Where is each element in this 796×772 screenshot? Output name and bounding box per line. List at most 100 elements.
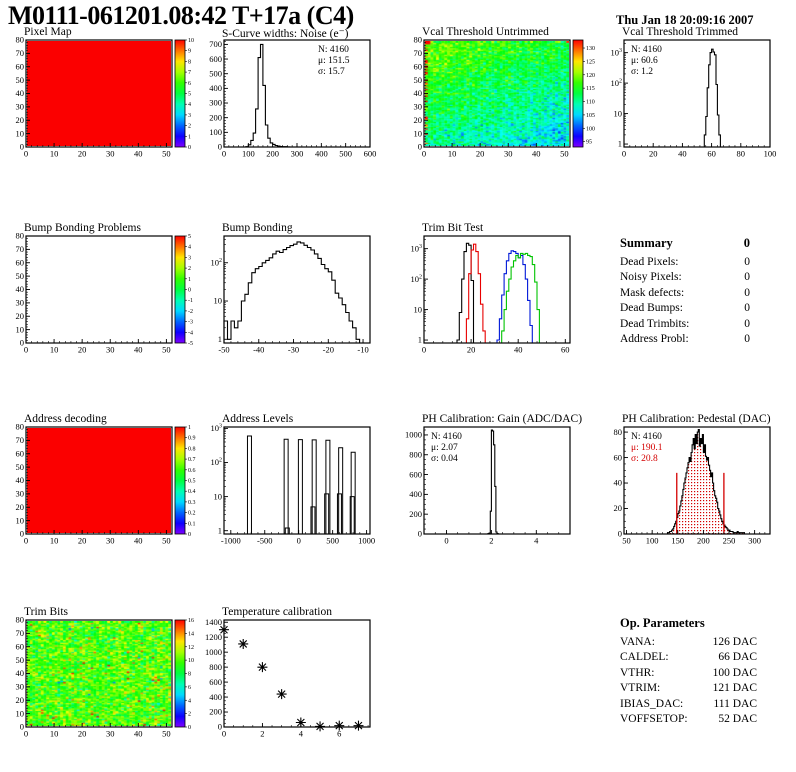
svg-text:800: 800 (409, 449, 422, 459)
svg-text:10: 10 (188, 658, 194, 664)
param-row: VTRIM: 121 DAC (620, 681, 757, 697)
svg-text:30: 30 (16, 298, 25, 308)
svg-text:60: 60 (16, 61, 25, 71)
summary-value: 0 (744, 255, 750, 268)
svg-text:20: 20 (476, 149, 485, 159)
vcal-untrimmed-axes: 0 10 20 30 40 50 0 10 20 30 40 50 60 70 80 95 100 105 110 1… (414, 35, 596, 159)
svg-text:7: 7 (188, 70, 191, 76)
svg-text:12: 12 (188, 645, 194, 651)
svg-text:3: 3 (188, 255, 191, 261)
svg-text:14: 14 (188, 631, 194, 637)
svg-text:N: 4160: N: 4160 (631, 432, 662, 442)
plot-title: PH Calibration: Gain (ADC/DAC) (422, 413, 583, 425)
vcal-untrimmed-heatmap (425, 41, 569, 146)
param-label: VOFFSETOP: (620, 713, 688, 725)
svg-text:2: 2 (188, 266, 191, 272)
svg-text:600: 600 (209, 54, 222, 64)
svg-text:9: 9 (188, 49, 191, 55)
pixel-map-heatmap (27, 41, 171, 146)
svg-text:10: 10 (214, 491, 223, 501)
summary-value: 0 (744, 286, 750, 299)
svg-text:200: 200 (266, 149, 279, 159)
svg-text:10: 10 (16, 324, 25, 334)
svg-text:200: 200 (409, 509, 422, 519)
svg-text:0.1: 0.1 (188, 521, 196, 527)
vcal-untrimmed-plot: Vcal Threshold Untrimmed 0 10 20 30 40 50 0 10 2… (398, 26, 596, 178)
svg-text:0: 0 (422, 149, 426, 159)
svg-text:103: 103 (211, 423, 223, 433)
summary-label: Noisy Pixels: (620, 271, 682, 283)
svg-text:30: 30 (106, 536, 115, 546)
summary-value: 0 (744, 333, 750, 345)
svg-text:60: 60 (561, 345, 570, 355)
address-decoding-heatmap (27, 428, 171, 533)
param-value: 52 DAC (718, 713, 757, 725)
svg-text:-500: -500 (257, 536, 273, 546)
svg-text:600: 600 (364, 149, 377, 159)
param-value: 111 DAC (713, 697, 757, 710)
summary-row: Dead Bumps: 0 (620, 301, 750, 317)
svg-text:-3: -3 (188, 320, 193, 326)
svg-text:4: 4 (188, 245, 191, 251)
svg-text:16: 16 (188, 618, 194, 624)
param-row: VANA: 126 DAC (620, 635, 757, 651)
plot-title: Vcal Threshold Untrimmed (422, 26, 549, 38)
svg-text:20: 20 (16, 311, 25, 321)
svg-text:30: 30 (106, 345, 115, 355)
svg-text:3: 3 (188, 113, 191, 119)
svg-text:50: 50 (162, 149, 171, 159)
param-row: CALDEL: 66 DAC (620, 650, 757, 666)
svg-text:4: 4 (188, 102, 191, 108)
svg-text:40: 40 (16, 284, 25, 294)
svg-text:40: 40 (414, 88, 423, 98)
svg-text:50: 50 (16, 655, 25, 665)
param-label: IBIAS_DAC: (620, 697, 684, 710)
svg-text:N: 4160: N: 4160 (631, 45, 662, 55)
svg-text:0: 0 (422, 345, 426, 355)
svg-text:110: 110 (586, 100, 595, 106)
svg-text:20: 20 (78, 345, 87, 355)
svg-text:300: 300 (748, 536, 761, 546)
svg-text:-30: -30 (288, 345, 299, 355)
svg-text:8: 8 (188, 672, 191, 678)
svg-text:10: 10 (50, 149, 59, 159)
svg-text:102: 102 (411, 274, 423, 284)
trim-bits-axes: 0 10 20 30 40 50 0 10 20 30 40 50 60 70 80 0 2 4 6 8 10 12 14 1… (16, 615, 195, 739)
svg-text:10: 10 (188, 38, 194, 44)
address-decoding-axes: 0 10 20 30 40 50 0 10 20 30 40 50 60 70 80 0 0.1 0.2 0.3 0.… (16, 422, 196, 546)
param-label: CALDEL: (620, 651, 669, 663)
svg-text:60: 60 (414, 61, 423, 71)
svg-text:60: 60 (16, 448, 25, 458)
svg-text:1200: 1200 (205, 632, 222, 642)
summary-row: Address Probl: 0 (620, 332, 750, 348)
svg-text:1: 1 (418, 335, 422, 345)
svg-text:0.4: 0.4 (188, 489, 196, 495)
svg-text:700: 700 (209, 39, 222, 49)
svg-text:400: 400 (209, 83, 222, 93)
plot-title: S-Curve widths: Noise (e⁻) (222, 28, 349, 40)
svg-text:6: 6 (337, 729, 341, 739)
svg-text:N: 4160: N: 4160 (318, 45, 349, 55)
svg-text:80: 80 (414, 35, 423, 45)
svg-text:70: 70 (16, 435, 25, 445)
svg-text:60: 60 (16, 641, 25, 651)
svg-text:200: 200 (697, 536, 710, 546)
summary-value: 0 (744, 302, 750, 314)
svg-text:20: 20 (614, 503, 623, 513)
summary-header: Summary 0 (620, 236, 750, 252)
svg-text:40: 40 (678, 149, 687, 159)
trim-bit-test-histogram: 0 20 40 60 1 10 102 103 (411, 235, 571, 355)
svg-text:1000: 1000 (205, 647, 222, 657)
svg-text:50: 50 (560, 149, 569, 159)
svg-text:70: 70 (414, 48, 423, 58)
svg-text:N: 4160: N: 4160 (431, 432, 462, 442)
svg-text:0: 0 (222, 149, 226, 159)
summary-label: Address Probl: (620, 333, 689, 345)
svg-text:0.5: 0.5 (188, 479, 196, 485)
svg-text:-10: -10 (357, 345, 368, 355)
svg-text:5: 5 (188, 92, 191, 98)
svg-text:60: 60 (16, 257, 25, 267)
svg-text:40: 40 (134, 149, 143, 159)
svg-text:60: 60 (614, 452, 623, 462)
svg-text:1400: 1400 (205, 617, 222, 627)
